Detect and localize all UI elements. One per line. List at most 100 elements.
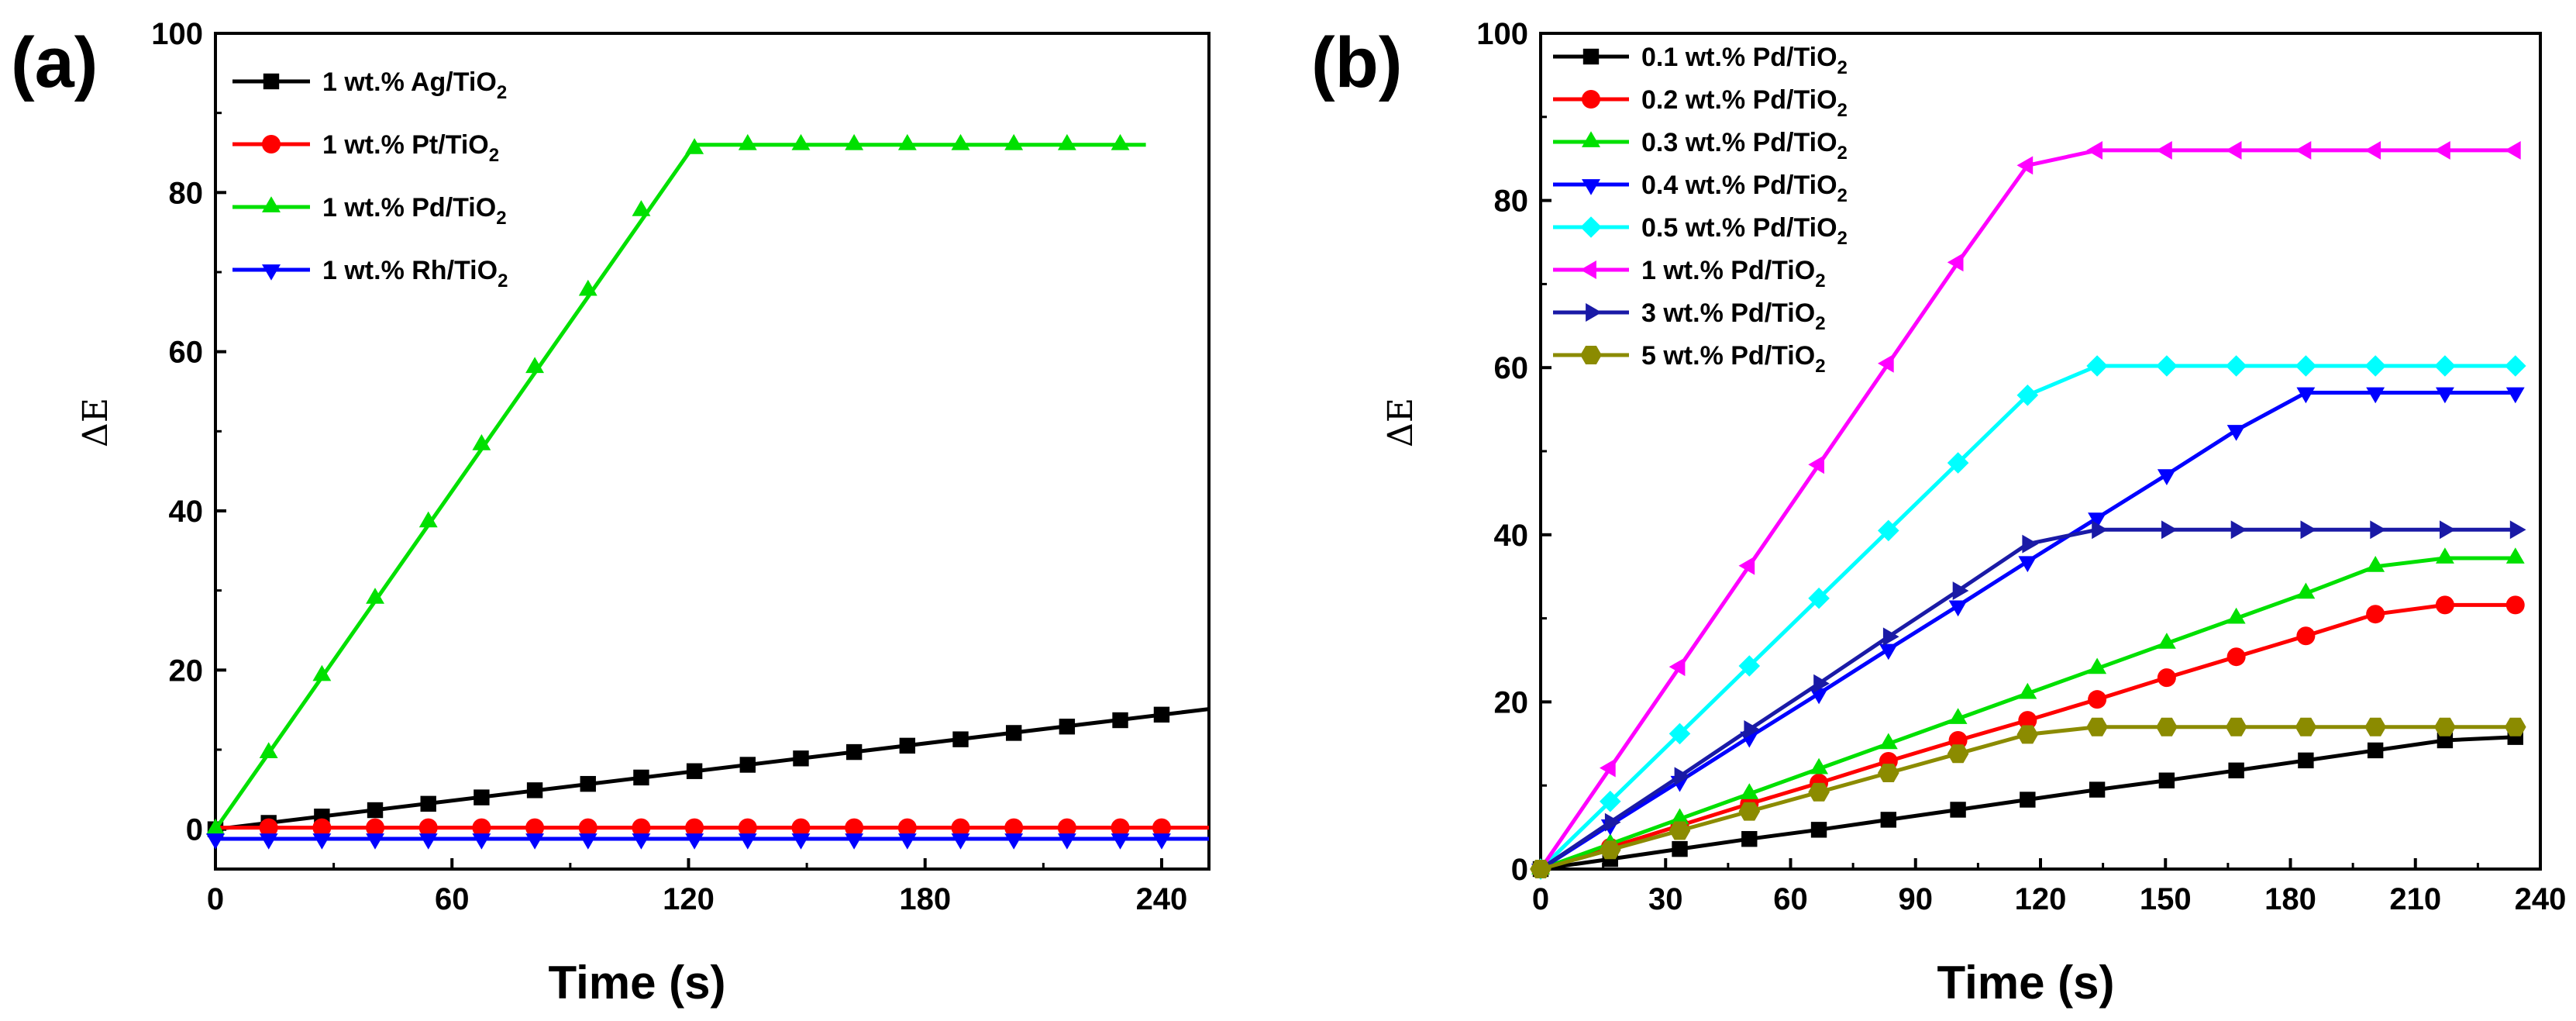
data-point xyxy=(2230,520,2247,540)
data-point xyxy=(2295,355,2317,377)
legend-label-subscript: 2 xyxy=(1815,313,1825,334)
data-point xyxy=(2089,781,2106,798)
data-point xyxy=(2504,717,2526,736)
data-point xyxy=(685,138,704,154)
data-point xyxy=(2157,633,2176,649)
y-tick-label: 80 xyxy=(1494,185,1529,219)
data-point xyxy=(791,818,811,837)
data-point xyxy=(1740,783,1759,799)
x-tick-label: 90 xyxy=(1899,882,1934,916)
data-point xyxy=(2295,717,2317,736)
data-point xyxy=(1600,840,1621,860)
data-point xyxy=(897,133,917,150)
data-point xyxy=(2366,387,2385,404)
data-point xyxy=(2504,141,2521,160)
data-point xyxy=(2088,690,2107,709)
data-point xyxy=(312,833,332,850)
data-point xyxy=(2505,387,2525,404)
legend-label: 1 wt.% Pd/TiO2 xyxy=(1641,256,1826,291)
panel-a: (a) 0 60 120 180 240 0 20 40 60 80 100 1 wt.% Ag/Ti… xyxy=(11,17,1211,1009)
legend-marker xyxy=(263,73,280,90)
data-point xyxy=(1111,133,1130,150)
data-point xyxy=(1059,719,1076,735)
data-point xyxy=(897,833,917,850)
legend-marker xyxy=(262,196,281,212)
data-point xyxy=(2092,520,2108,540)
data-point xyxy=(418,511,438,528)
legend-label-text: 1 wt.% Rh/TiO xyxy=(322,256,498,285)
data-point xyxy=(1880,812,1897,828)
data-point xyxy=(366,833,384,850)
data-point xyxy=(1152,818,1171,837)
legend-marker xyxy=(262,135,281,153)
data-point xyxy=(1112,712,1128,729)
legend-label-subscript: 2 xyxy=(497,82,507,103)
data-point xyxy=(791,833,811,850)
data-point xyxy=(2366,556,2385,572)
data-point xyxy=(1672,840,1688,857)
series-1-wt-ag-tio2 xyxy=(207,706,1210,837)
data-point xyxy=(525,357,544,374)
data-point xyxy=(2016,156,2034,175)
data-point xyxy=(1879,643,1898,661)
panel-b-plot: 0 30 60 90 120 150 180 210 240 0 20 40 60 80 100 0.1 wt… xyxy=(1476,17,2566,916)
panel-b-x-axis-title: Time (s) xyxy=(1937,957,2115,1009)
legend-label-subscript: 2 xyxy=(1837,185,1848,206)
data-point xyxy=(2434,355,2456,377)
data-point xyxy=(1882,627,1899,647)
data-point xyxy=(738,818,757,837)
data-point xyxy=(259,742,278,758)
plot-frame xyxy=(214,32,1211,871)
panel-a-y-axis-title: ΔE xyxy=(76,398,115,447)
data-point xyxy=(474,789,490,805)
data-point xyxy=(1808,455,1824,474)
series-1-wt-pt-tio2 xyxy=(215,818,1209,837)
data-point xyxy=(2018,556,2037,573)
data-point xyxy=(1057,133,1076,150)
data-point xyxy=(1744,720,1761,739)
data-point xyxy=(632,833,651,850)
legend-marker xyxy=(1586,303,1602,322)
x-tick-label: 210 xyxy=(2389,882,2441,916)
data-point xyxy=(1004,133,1024,150)
data-point xyxy=(1878,519,1899,542)
data-point xyxy=(2364,355,2386,377)
legend-label-text: 0.2 wt.% Pd/TiO xyxy=(1641,85,1837,115)
legend-label-subscript: 2 xyxy=(1837,57,1848,78)
data-point xyxy=(951,833,970,850)
legend-label-text: 5 wt.% Pd/TiO xyxy=(1641,341,1815,371)
data-point xyxy=(472,434,491,450)
data-point xyxy=(206,818,225,835)
legend-label-text: 0.4 wt.% Pd/TiO xyxy=(1641,171,1837,200)
data-point xyxy=(632,200,651,216)
y-tick-label: 0 xyxy=(1511,853,1528,887)
legend-label-text: 3 wt.% Pd/TiO xyxy=(1641,298,1815,328)
data-point xyxy=(2156,355,2178,377)
data-point xyxy=(1947,452,1969,474)
data-point xyxy=(1879,733,1898,750)
data-point xyxy=(1948,600,1968,617)
legend-label: 0.5 wt.% Pd/TiO2 xyxy=(1641,213,1848,249)
data-point xyxy=(739,757,756,773)
data-point xyxy=(367,802,384,819)
legend-label-text: 1 wt.% Pt/TiO xyxy=(322,130,489,160)
data-point xyxy=(1669,657,1686,677)
series-0-1-wt-pd-tio2 xyxy=(1532,729,2523,878)
data-point xyxy=(1111,818,1130,837)
data-point xyxy=(2434,717,2456,736)
legend-label: 0.4 wt.% Pd/TiO2 xyxy=(1641,171,1848,206)
y-tick-label: 100 xyxy=(1476,17,1528,51)
data-point xyxy=(686,763,703,779)
data-point xyxy=(1670,808,1689,825)
data-point xyxy=(1111,833,1130,850)
data-point xyxy=(1004,818,1024,837)
data-point xyxy=(1005,725,1022,741)
legend-label-subscript: 2 xyxy=(1815,356,1825,377)
data-point xyxy=(259,833,278,850)
data-point xyxy=(685,833,704,850)
data-point xyxy=(2157,469,2176,485)
data-point xyxy=(1669,821,1691,840)
y-tick-label: 0 xyxy=(186,813,203,847)
y-tick-label: 60 xyxy=(1494,351,1529,385)
